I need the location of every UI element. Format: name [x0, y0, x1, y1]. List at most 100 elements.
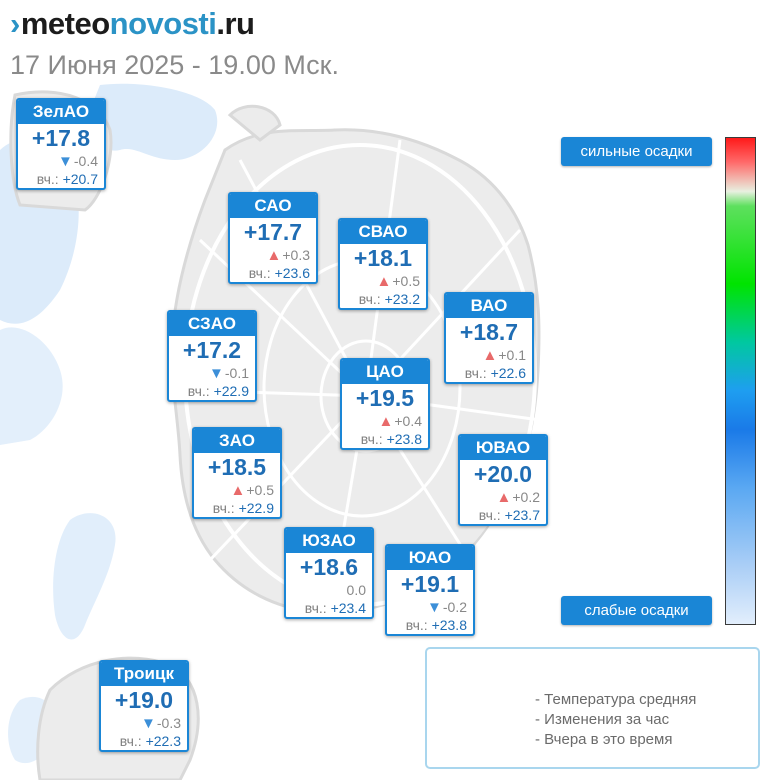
district-card-8[interactable]: ЮЗАО +18.6 0.0 вч.: +23.4: [284, 527, 374, 619]
yesterday-value: +22.6: [490, 365, 526, 381]
temperature-value: +18.5: [207, 454, 267, 480]
yesterday-value: +23.2: [384, 291, 420, 307]
yesterday-value: +23.8: [386, 431, 422, 447]
district-card-5[interactable]: ЦАО +19.5 ▲+0.4 вч.: +23.8: [340, 358, 430, 450]
district-card-3[interactable]: ВАО +18.7 ▲+0.1 вч.: +22.6: [444, 292, 534, 384]
yesterday-row: вч.: +23.6: [230, 264, 316, 282]
yesterday-row: вч.: +23.8: [387, 616, 473, 634]
yesterday-row: вч.: +22.6: [446, 364, 532, 382]
logo-text-meteo: meteo: [20, 6, 110, 41]
yesterday-label: вч.:: [304, 600, 327, 616]
hourly-change: ▲+0.3: [230, 247, 316, 264]
yesterday-label: вч.:: [119, 733, 142, 749]
legend-line-temperature: - Температура средняя: [535, 691, 697, 708]
yesterday-label: вч.:: [358, 291, 381, 307]
hourly-change-value: 0.0: [346, 582, 366, 598]
district-card-4[interactable]: СЗАО +17.2 ▼-0.1 вч.: +22.9: [167, 310, 257, 402]
yesterday-value: +22.9: [213, 383, 249, 399]
temperature-value: +20.0: [473, 461, 533, 487]
hourly-change: ▼-0.1: [169, 365, 255, 382]
yesterday-label: вч.:: [464, 365, 487, 381]
logo-mark-icon: ›: [10, 6, 20, 41]
yesterday-label: вч.:: [360, 431, 383, 447]
hourly-change: ▼-0.4: [18, 153, 104, 170]
yesterday-value: +23.8: [431, 617, 467, 633]
hourly-change: ▲+0.1: [446, 347, 532, 364]
triangle-up-icon: ▲: [496, 489, 512, 506]
yesterday-row: вч.: +23.8: [342, 430, 428, 448]
yesterday-row: вч.: +22.3: [101, 732, 187, 750]
yesterday-label: вч.:: [248, 265, 271, 281]
yesterday-label: вч.:: [36, 171, 59, 187]
hourly-change-value: -0.1: [224, 365, 249, 381]
district-card-9[interactable]: ЮАО +19.1 ▼-0.2 вч.: +23.8: [385, 544, 475, 636]
district-name: СВАО: [340, 220, 426, 244]
legend-line-hourly-change: - Изменения за час: [535, 711, 670, 728]
yesterday-row: вч.: +23.2: [340, 290, 426, 308]
temperature-value: +19.1: [400, 571, 460, 597]
district-name: ЦАО: [342, 360, 428, 384]
yesterday-value: +22.9: [238, 500, 274, 516]
temperature-value: +18.7: [459, 319, 519, 345]
hourly-change: ▼-0.3: [101, 715, 187, 732]
logo-text-novosti: novosti: [109, 6, 217, 41]
triangle-up-icon: ▲: [230, 482, 246, 499]
triangle-up-icon: ▲: [482, 347, 498, 364]
temperature-value: +18.1: [353, 245, 413, 271]
legend-lines: - Температура средняя - Изменения за час…: [535, 690, 696, 750]
district-name: САО: [230, 194, 316, 218]
triangle-down-icon: ▼: [141, 715, 156, 732]
hourly-change-value: -0.2: [442, 599, 467, 615]
yesterday-value: +23.4: [330, 600, 366, 616]
hourly-change: ▼-0.2: [387, 599, 473, 616]
temperature-value: +18.6: [299, 554, 359, 580]
logo-text-domain: .ru: [216, 6, 255, 41]
district-name: ЮЗАО: [286, 529, 372, 553]
hourly-change-value: +0.5: [392, 273, 420, 289]
yesterday-row: вч.: +23.7: [460, 506, 546, 524]
district-card-7[interactable]: ЮВАО +20.0 ▲+0.2 вч.: +23.7: [458, 434, 548, 526]
scale-label-heavy: сильные осадки: [561, 137, 712, 166]
hourly-change-value: -0.3: [156, 715, 181, 731]
temperature-value: +17.7: [243, 219, 303, 245]
hourly-change-value: +0.1: [498, 347, 526, 363]
triangle-down-icon: ▼: [58, 153, 73, 170]
hourly-change: ▲+0.5: [194, 482, 280, 499]
district-card-2[interactable]: СВАО +18.1 ▲+0.5 вч.: +23.2: [338, 218, 428, 310]
district-card-0[interactable]: ЗелАО +17.8 ▼-0.4 вч.: +20.7: [16, 98, 106, 190]
hourly-change-value: +0.2: [512, 489, 540, 505]
triangle-up-icon: ▲: [378, 413, 394, 430]
district-name: ЮАО: [387, 546, 473, 570]
district-name: Троицк: [101, 662, 187, 686]
yesterday-label: вч.:: [187, 383, 210, 399]
temperature-value: +19.0: [114, 687, 174, 713]
yesterday-value: +22.3: [145, 733, 181, 749]
hourly-change: ▲+0.4: [342, 413, 428, 430]
yesterday-row: вч.: +22.9: [194, 499, 280, 517]
hourly-change-value: +0.3: [282, 247, 310, 263]
legend-line-yesterday: - Вчера в это время: [535, 731, 673, 748]
yesterday-value: +20.7: [62, 171, 98, 187]
scale-label-light: слабые осадки: [561, 596, 712, 625]
yesterday-row: вч.: +20.7: [18, 170, 104, 188]
logo[interactable]: ›meteonovosti.ru: [10, 6, 255, 42]
hourly-change: ▲+0.2: [460, 489, 546, 506]
district-card-10[interactable]: Троицк +19.0 ▼-0.3 вч.: +22.3: [99, 660, 189, 752]
district-name: ЗАО: [194, 429, 280, 453]
date-time: 17 Июня 2025 - 19.00 Мск.: [10, 50, 339, 80]
district-card-6[interactable]: ЗАО +18.5 ▲+0.5 вч.: +22.9: [192, 427, 282, 519]
temperature-value: +17.8: [31, 125, 91, 151]
hourly-change-value: +0.5: [246, 482, 274, 498]
precipitation-scale-bar: [725, 137, 756, 625]
legend-box: [425, 647, 760, 769]
triangle-up-icon: ▲: [266, 247, 282, 264]
district-card-1[interactable]: САО +17.7 ▲+0.3 вч.: +23.6: [228, 192, 318, 284]
district-name: СЗАО: [169, 312, 255, 336]
hourly-change: 0.0: [286, 582, 372, 599]
yesterday-value: +23.7: [504, 507, 540, 523]
yesterday-row: вч.: +22.9: [169, 382, 255, 400]
hourly-change-value: -0.4: [73, 153, 98, 169]
district-name: ВАО: [446, 294, 532, 318]
triangle-up-icon: ▲: [376, 273, 392, 290]
temperature-value: +19.5: [355, 385, 415, 411]
